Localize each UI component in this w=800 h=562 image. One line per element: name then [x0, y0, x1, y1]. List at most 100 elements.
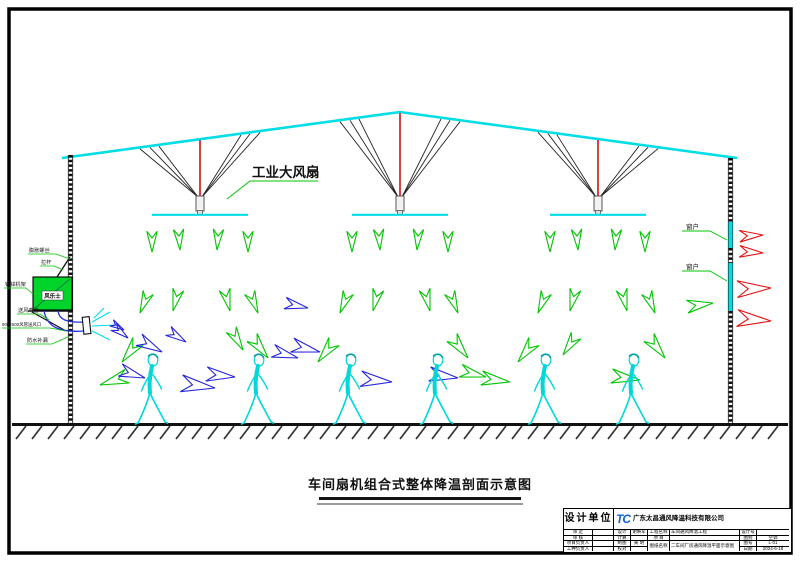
- fan-cable: [149, 147, 199, 198]
- airflow-arrow: [218, 288, 231, 312]
- fan-cable: [537, 132, 597, 198]
- callout-leader: [26, 335, 71, 345]
- airflow-arrow: [442, 230, 454, 253]
- title-area: 车间扇机组合式整体降温剖面示意图: [300, 474, 540, 505]
- ground-hatch: [239, 425, 251, 440]
- right-value: [756, 529, 789, 535]
- airflow-arrow: [738, 245, 764, 258]
- airflow-arrow: [517, 337, 540, 363]
- ground-hatch: [79, 425, 91, 440]
- window-label-leader: [682, 230, 728, 241]
- callout-leader: [17, 313, 50, 321]
- sheet-border: [7, 7, 793, 555]
- fan-label: 工业大风扇: [252, 164, 320, 180]
- role-label: 审 核: [564, 534, 592, 541]
- ground-hatch: [415, 425, 427, 440]
- mid-value: 谢映军: [630, 529, 647, 535]
- ground-hatch: [719, 425, 731, 440]
- air-spray: [91, 307, 116, 341]
- ground-hatch: [255, 425, 267, 440]
- fan-cable: [401, 120, 451, 198]
- fan-cable: [599, 145, 640, 198]
- airflow-arrow: [139, 290, 154, 314]
- right-label: 日期: [739, 545, 756, 552]
- airflow-arrow: [458, 363, 487, 378]
- airflow-arrow: [643, 333, 666, 359]
- company-logo: TC: [616, 512, 631, 526]
- ground-hatch: [447, 425, 459, 440]
- ground-hatch: [543, 425, 555, 440]
- ground-hatch: [511, 425, 523, 440]
- fan-cable: [599, 147, 649, 198]
- airflow-arrow: [562, 332, 582, 356]
- callout-leader: [2, 327, 67, 332]
- airflow-arrow: [339, 290, 354, 314]
- cooler-brand-plate: [41, 290, 64, 301]
- drawing-title: 车间扇机组合式整体降温剖面示意图: [307, 477, 532, 492]
- fan-motor: [195, 195, 205, 212]
- airflow-arrow: [99, 368, 130, 386]
- airflow-arrow: [172, 288, 185, 312]
- airflow-arrow: [610, 368, 641, 384]
- airflow-arrow: [610, 228, 623, 251]
- airflow-arrow: [180, 374, 216, 393]
- ground-hatch: [751, 425, 763, 440]
- fan-cable: [358, 118, 399, 198]
- ground-hatch: [335, 425, 347, 440]
- cooler-tie-rod: [56, 256, 71, 278]
- airflow-arrow: [110, 322, 129, 339]
- fan-cable: [556, 134, 597, 198]
- airflow-arrow: [569, 288, 582, 312]
- ground-hatch: [671, 425, 683, 440]
- ground-hatch: [303, 425, 315, 440]
- ground-hatch: [463, 425, 475, 440]
- doc-label: 图纸名称: [647, 540, 669, 552]
- ground-hatch: [319, 425, 331, 440]
- ground-hatch: [687, 425, 699, 440]
- ground-hatch: [479, 425, 491, 440]
- window-label-leader: [682, 270, 728, 282]
- doc-label: 工程名称: [647, 529, 669, 535]
- fan-cable: [201, 133, 251, 198]
- airflow-arrow: [244, 290, 259, 314]
- callout-leader: [4, 287, 34, 295]
- mid-label: 校对: [613, 545, 630, 552]
- airflow-arrow: [109, 319, 125, 331]
- mid-label: 设计: [613, 529, 630, 535]
- fan-cable: [139, 148, 199, 198]
- right-value: L-01: [756, 540, 789, 546]
- ground-hatch: [31, 425, 43, 440]
- title-underline: [319, 497, 521, 500]
- ground-hatch: [591, 425, 603, 440]
- ground-hatch: [431, 425, 443, 440]
- airflow-arrow: [283, 296, 309, 310]
- airflow-arrow: [271, 344, 299, 359]
- airflow-arrow: [290, 337, 321, 353]
- ground-hatch: [655, 425, 667, 440]
- ground-hatch: [15, 425, 27, 440]
- callout-leader: [40, 265, 64, 271]
- airflow-arrow: [172, 228, 185, 251]
- mid-value: 黄 明: [630, 540, 647, 546]
- fan-cable: [349, 120, 399, 198]
- fan-cable: [401, 118, 442, 198]
- ground-hatch: [575, 425, 587, 440]
- airflow-arrow: [446, 333, 469, 359]
- fan-cable: [201, 132, 261, 198]
- ground-hatch: [495, 425, 507, 440]
- role-label: 项目负责人: [564, 540, 592, 546]
- fan-cable: [201, 134, 242, 198]
- role-signature: [592, 545, 613, 552]
- airflow-arrow: [412, 228, 425, 251]
- airflow-arrow: [372, 228, 385, 251]
- callout-duct: 送风弯管: [18, 306, 39, 314]
- airflow-arrow: [736, 309, 772, 328]
- callout-tie-rod: 拉杆: [41, 258, 51, 266]
- airflow-arrow: [165, 326, 187, 343]
- airflow-arrow: [639, 230, 651, 253]
- role-signature: [592, 540, 613, 546]
- title-underline2: [317, 503, 523, 505]
- title-block: 设计单位 TC 广东太昌通风降温科技有限公司 审 定 设计 谢映军 工程名称 车…: [563, 508, 792, 553]
- airflow-arrow: [346, 230, 358, 253]
